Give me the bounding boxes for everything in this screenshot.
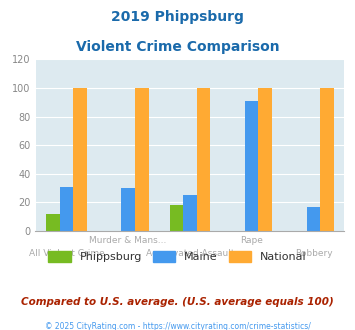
Bar bbox=[183, 195, 197, 231]
Legend: Phippsburg, Maine, National: Phippsburg, Maine, National bbox=[44, 247, 311, 267]
Text: Aggravated Assault: Aggravated Assault bbox=[146, 249, 234, 258]
Text: Rape: Rape bbox=[240, 236, 263, 245]
Bar bbox=[73, 88, 87, 231]
Text: © 2025 CityRating.com - https://www.cityrating.com/crime-statistics/: © 2025 CityRating.com - https://www.city… bbox=[45, 322, 310, 330]
Bar bbox=[307, 207, 320, 231]
Bar bbox=[170, 205, 183, 231]
Text: Robbery: Robbery bbox=[295, 249, 332, 258]
Bar bbox=[245, 101, 258, 231]
Bar bbox=[197, 88, 210, 231]
Bar bbox=[320, 88, 334, 231]
Text: Murder & Mans...: Murder & Mans... bbox=[89, 236, 167, 245]
Bar bbox=[60, 187, 73, 231]
Bar bbox=[121, 188, 135, 231]
Bar bbox=[135, 88, 148, 231]
Text: 2019 Phippsburg: 2019 Phippsburg bbox=[111, 10, 244, 24]
Text: Compared to U.S. average. (U.S. average equals 100): Compared to U.S. average. (U.S. average … bbox=[21, 297, 334, 307]
Bar bbox=[46, 214, 60, 231]
Bar bbox=[258, 88, 272, 231]
Text: All Violent Crime: All Violent Crime bbox=[28, 249, 104, 258]
Text: Violent Crime Comparison: Violent Crime Comparison bbox=[76, 40, 279, 53]
